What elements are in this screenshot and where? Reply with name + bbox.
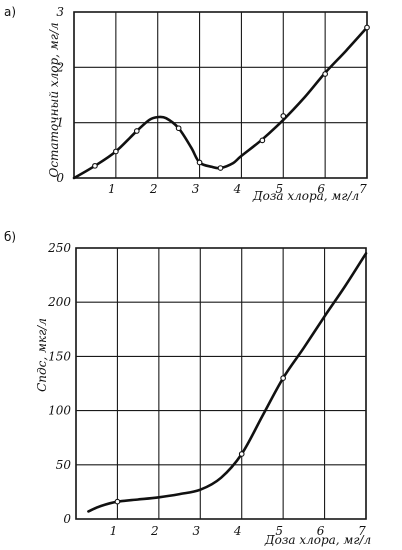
chart-b-y-ticks: 0 50 100 150 200 250 [47,241,71,526]
chart-b-x-axis-label: Доза хлора, мг/л [264,533,371,547]
chart-a-x-ticks: 1 2 3 4 5 6 7 [108,182,367,196]
chart-b-data-point [114,498,121,505]
chart-a-x-tick-label: 5 [275,182,283,196]
chart-a-data-point [113,148,119,155]
chart-b-y-tick-label: 50 [56,458,72,472]
chart-b-data-point [238,451,245,457]
chart-a-x-tick-label: 6 [317,182,325,196]
chart-b-x-ticks: 1 2 3 4 5 6 7 [110,524,367,538]
chart-b-x-tick-label: 6 [317,524,325,538]
chart-b-x-tick-label: 7 [358,524,366,538]
chart-b-y-tick-label: 150 [48,349,71,363]
chart-b-x-tick-label: 5 [275,524,283,538]
chart-a-data-point [364,24,370,31]
chart-a-data-point [280,113,287,119]
chart-b-markers [114,375,286,505]
chart-a-x-tick-label: 3 [192,182,200,196]
chart-b-series-line [87,252,368,513]
chart-a-y-tick-label: 1 [56,116,64,130]
chart-a-x-tick-label: 4 [233,182,242,196]
chart-b: б) 0 50 100 150 200 250 1 2 3 4 5 6 7 Спдс, мкг/л Д… [4,230,371,547]
chart-a-data-point [133,128,140,134]
chart-b-y-tick-label: 250 [47,241,71,255]
chart-b-y-tick-label: 0 [63,512,71,526]
chart-a-y-tick-label: 0 [56,171,64,185]
chart-a-data-point [92,162,98,169]
chart-b-x-tick-label: 3 [192,524,200,538]
chart-a-y-tick-label: 2 [55,60,64,74]
chart-a-markers [92,24,370,171]
chart-b-x-tick-label: 4 [233,524,242,538]
chart-a-grid [73,11,368,179]
chart-b-x-tick-label: 1 [110,524,118,538]
chart-b-data-point [280,375,286,381]
chart-b-grid [75,247,367,520]
chart-b-panel-label: б) [4,230,16,244]
chart-a-series-line [72,26,369,180]
chart-a-data-point [196,159,203,166]
chart-a: а) 0 1 2 3 1 2 3 4 5 6 7 Остаточный хлор, мг/л До… [4,5,370,203]
chart-b-y-tick-label: 200 [47,295,71,309]
chart-a-x-axis-label: Доза хлора, мг/л [252,189,359,203]
chart-a-data-point [322,71,328,77]
chart-a-data-point [217,165,224,171]
chart-a-panel-label: а) [4,5,16,19]
chart-a-x-tick-label: 7 [359,182,367,196]
chart-b-x-tick-label: 2 [150,524,159,538]
chart-a-y-tick-label: 3 [56,5,64,19]
chart-a-data-point [259,137,266,144]
chart-b-y-axis-label: Спдс, мкг/л [35,318,49,392]
chart-a-x-tick-label: 1 [108,182,116,196]
chart-a-x-tick-label: 2 [149,182,158,196]
chart-b-y-tick-label: 100 [48,404,71,418]
chart-a-y-axis-label: Остаточный хлор, мг/л [47,22,61,177]
chart-a-y-ticks: 0 1 2 3 [55,5,64,185]
chart-a-data-point [175,125,182,132]
